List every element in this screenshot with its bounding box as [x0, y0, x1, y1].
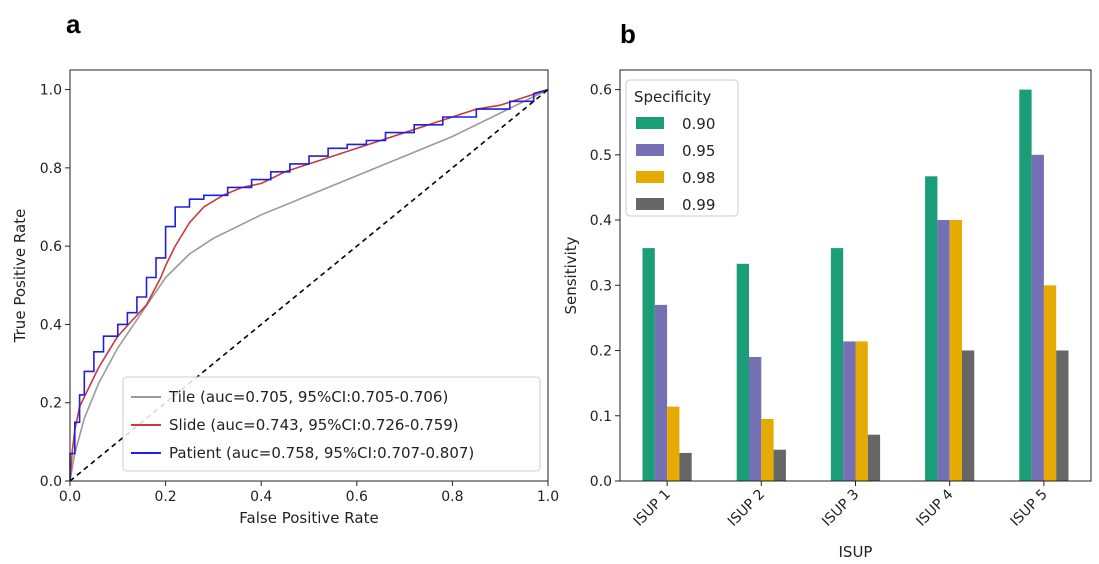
- y-tick-label: 0.8: [40, 161, 62, 177]
- bar: [773, 449, 786, 481]
- bar: [830, 248, 844, 481]
- y-tick-label: 0.2: [590, 344, 612, 360]
- roc-chart: 0.0 0.2 0.4 0.6 0.8 1.0 0.0 0.2 0.4 0.6 0.8 1.0 Fals…: [11, 69, 559, 527]
- bar: [654, 304, 668, 481]
- bar-x-axis-label: ISUP: [839, 543, 873, 561]
- roc-legend-entry: Tile (auc=0.705, 95%CI:0.705-0.706): [168, 388, 448, 406]
- bar-legend-entry: 0.98: [682, 169, 715, 187]
- bar-legend-swatch: [636, 144, 664, 156]
- bar: [949, 220, 962, 481]
- roc-legend-entry: Slide (auc=0.743, 95%CI:0.726-0.759): [169, 416, 459, 434]
- y-tick-label: 0.6: [590, 83, 612, 99]
- roc-plot-frame: [69, 69, 549, 482]
- y-tick-label: 0.6: [40, 239, 62, 255]
- y-tick-label: 1.0: [40, 83, 62, 99]
- y-tick-label: 0.3: [590, 278, 612, 294]
- x-tick-label: 0.2: [154, 489, 176, 505]
- roc-legend-box: [122, 376, 541, 472]
- y-tick-label: 0.5: [590, 148, 612, 164]
- roc-x-axis-label: False Positive Rate: [239, 509, 378, 527]
- x-tick-label: 0.8: [441, 489, 463, 505]
- bar-legend-swatch: [636, 117, 664, 129]
- bar: [667, 406, 680, 481]
- bar: [642, 248, 655, 481]
- x-tick-label: ISUP 5: [1008, 487, 1051, 530]
- bar: [867, 434, 881, 481]
- roc-line-2: [69, 88, 549, 481]
- bar-legend-title: Specificity: [634, 88, 711, 106]
- bar-plot-frame: [619, 69, 1092, 482]
- y-tick-label: 0.4: [40, 317, 62, 333]
- bar-legend-entry: 0.99: [682, 196, 715, 214]
- x-tick-label: 0.6: [346, 489, 368, 505]
- x-tick-label: ISUP 1: [631, 487, 674, 530]
- bar: [679, 452, 692, 481]
- y-tick-label: 0.0: [40, 474, 62, 490]
- bar: [925, 176, 938, 482]
- bar-legend-entry: 0.90: [682, 115, 715, 133]
- bar-legend-entry: 0.95: [682, 142, 715, 160]
- bar: [1043, 285, 1057, 481]
- x-tick-label: ISUP 3: [819, 487, 862, 530]
- bar: [1056, 350, 1069, 481]
- bar: [937, 220, 950, 481]
- x-tick-label: ISUP 4: [913, 486, 956, 529]
- bar: [736, 263, 749, 481]
- bar: [761, 419, 774, 481]
- panel-label-b: b: [620, 19, 636, 49]
- y-tick-label: 0.2: [40, 396, 62, 412]
- sensitivity-bar-chart: ISUP 1 ISUP 2 ISUP 3 ISUP 4 ISUP 5 0.0 0.1 0.2 0…: [562, 69, 1092, 561]
- y-tick-label: 0.0: [590, 474, 612, 490]
- x-tick-label: ISUP 2: [725, 487, 768, 530]
- y-tick-label: 0.4: [590, 213, 612, 229]
- x-tick-label: 0.0: [59, 489, 81, 505]
- bar: [749, 357, 762, 481]
- roc-y-axis-label: True Positive Rate: [11, 209, 29, 344]
- bar-y-axis-label: Sensitivity: [562, 236, 580, 314]
- bar-legend-swatch: [636, 198, 664, 210]
- roc-line-1: [69, 88, 549, 482]
- y-tick-label: 0.1: [590, 409, 612, 425]
- panel-label-a: a: [66, 9, 81, 39]
- bar: [962, 350, 975, 481]
- bar: [1019, 89, 1032, 481]
- bar-legend-swatch: [636, 171, 664, 183]
- bar: [1031, 154, 1044, 482]
- bar: [855, 341, 868, 481]
- bar: [843, 341, 856, 481]
- roc-legend-entry: Patient (auc=0.758, 95%CI:0.707-0.807): [169, 444, 474, 462]
- x-tick-label: 0.4: [250, 489, 272, 505]
- x-tick-label: 1.0: [537, 489, 559, 505]
- roc-line-0: [69, 88, 549, 482]
